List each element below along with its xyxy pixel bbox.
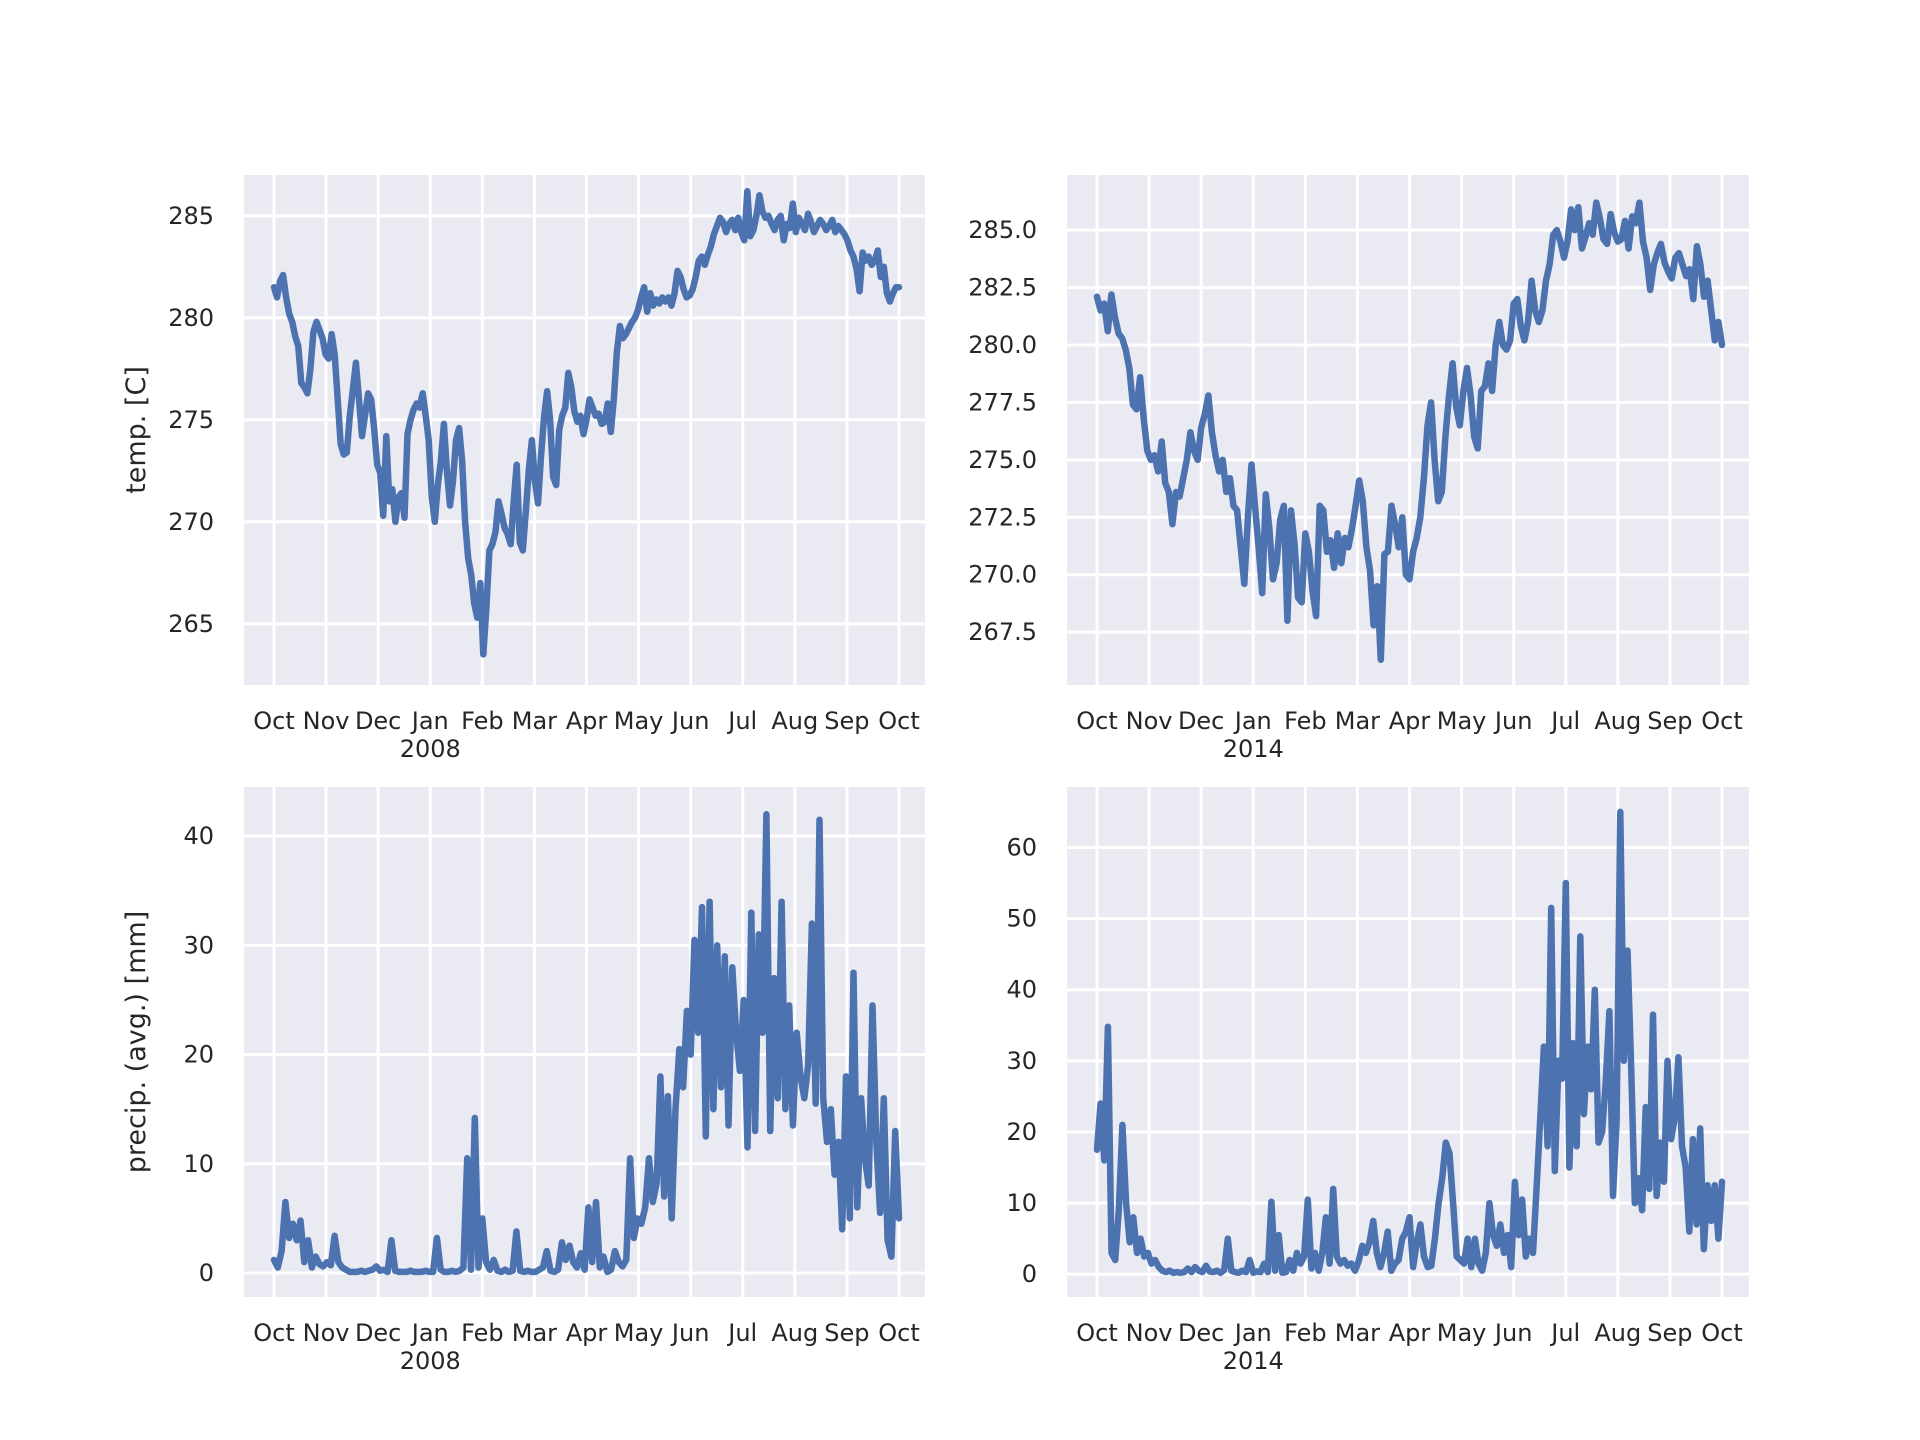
x-tick-label: Jun — [670, 1319, 710, 1347]
x-tick-label: Dec — [1178, 1319, 1224, 1347]
y-tick-label: 0 — [1022, 1260, 1037, 1288]
x-tick-label: Apr — [566, 1319, 608, 1347]
x-tick-label: Sep — [824, 1319, 869, 1347]
x-tick-label: Oct — [253, 1319, 295, 1347]
y-tick-label: 272.5 — [968, 503, 1037, 531]
y-tick-label: 40 — [1006, 976, 1037, 1004]
x-tick-label: Mar — [1335, 707, 1380, 735]
x-tick-label: Feb — [461, 707, 504, 735]
y-tick-label: 20 — [1006, 1118, 1037, 1146]
y-tick-label: 285 — [168, 202, 214, 230]
x-tick-label: Aug — [771, 707, 818, 735]
subplot-precip-2014: Oct Nov Dec Jan Feb Mar Apr May Jun Jul Aug Sep Oct 0… — [1006, 787, 1749, 1375]
y-tick-label: 270 — [168, 508, 214, 536]
y-tick-label: 0 — [199, 1259, 214, 1287]
series-line — [270, 188, 903, 658]
x-tick-label: Nov — [303, 707, 350, 735]
x-axis-label: 2008 — [400, 1347, 461, 1375]
y-tick-label: 282.5 — [968, 274, 1037, 302]
x-tick-label: Jan — [410, 1319, 449, 1347]
y-tick-label: 285.0 — [968, 216, 1037, 244]
x-tick-label: Jul — [1549, 707, 1580, 735]
y-tick-label: 60 — [1006, 833, 1037, 861]
x-tick-label: Dec — [1178, 707, 1224, 735]
x-tick-label: May — [614, 707, 664, 735]
subplot-temp-2008: Oct Nov Dec Jan Feb Mar Apr May Jun Jul Aug Sep Oct 2… — [121, 175, 925, 763]
y-tick-label: 277.5 — [968, 388, 1037, 416]
x-tick-label: Mar — [1335, 1319, 1380, 1347]
x-tick-label: Oct — [878, 707, 920, 735]
x-tick-label: Aug — [1594, 1319, 1641, 1347]
y-tick-label: 280 — [168, 304, 214, 332]
subplot-precip-2008: Oct Nov Dec Jan Feb Mar Apr May Jun Jul Aug Sep Oct 0… — [121, 787, 925, 1375]
x-tick-label: Sep — [1647, 707, 1692, 735]
x-axis-label: 2014 — [1223, 735, 1284, 763]
y-tick-label: 10 — [1006, 1189, 1037, 1217]
x-tick-label: Jan — [410, 707, 449, 735]
x-tick-label: Nov — [303, 1319, 350, 1347]
y-tick-label: 10 — [183, 1150, 214, 1178]
y-tick-label: 50 — [1006, 905, 1037, 933]
x-tick-label: Jun — [1493, 707, 1533, 735]
x-tick-label: Oct — [1076, 1319, 1118, 1347]
y-tick-label: 30 — [1006, 1047, 1037, 1075]
x-tick-label: Oct — [253, 707, 295, 735]
series-line — [270, 811, 903, 1276]
y-tick-label: 270.0 — [968, 561, 1037, 589]
x-tick-label: Aug — [1594, 707, 1641, 735]
x-tick-label: Nov — [1126, 1319, 1173, 1347]
x-tick-label: Nov — [1126, 707, 1173, 735]
y-tick-label: 20 — [183, 1041, 214, 1069]
y-tick-label: 40 — [183, 822, 214, 850]
y-tick-label: 267.5 — [968, 618, 1037, 646]
subplot-temp-2014: Oct Nov Dec Jan Feb Mar Apr May Jun Jul Aug Sep Oct 2… — [968, 175, 1749, 763]
x-tick-label: Jul — [1549, 1319, 1580, 1347]
x-tick-label: Dec — [355, 707, 401, 735]
x-tick-label: Feb — [1284, 707, 1327, 735]
x-tick-label: Apr — [1389, 1319, 1431, 1347]
x-tick-label: Oct — [1076, 707, 1118, 735]
x-tick-label: Jan — [1233, 1319, 1272, 1347]
x-tick-label: Apr — [1389, 707, 1431, 735]
x-tick-label: May — [1437, 707, 1487, 735]
y-tick-label: 275 — [168, 406, 214, 434]
y-axis-label: precip. (avg.) [mm] — [121, 911, 152, 1173]
x-tick-label: Dec — [355, 1319, 401, 1347]
x-tick-label: Feb — [1284, 1319, 1327, 1347]
y-axis-label: temp. [C] — [121, 366, 152, 494]
x-tick-label: Mar — [512, 707, 557, 735]
x-tick-label: Oct — [1701, 1319, 1743, 1347]
x-tick-label: May — [614, 1319, 664, 1347]
y-tick-label: 30 — [183, 931, 214, 959]
x-tick-label: Jul — [726, 1319, 757, 1347]
x-axis-label: 2014 — [1223, 1347, 1284, 1375]
x-tick-label: Sep — [824, 707, 869, 735]
y-tick-label: 265 — [168, 610, 214, 638]
x-axis-label: 2008 — [400, 735, 461, 763]
y-tick-label: 275.0 — [968, 446, 1037, 474]
x-tick-label: Sep — [1647, 1319, 1692, 1347]
x-tick-label: Oct — [878, 1319, 920, 1347]
x-tick-label: Jun — [1493, 1319, 1533, 1347]
x-tick-label: Jul — [726, 707, 757, 735]
x-tick-label: Oct — [1701, 707, 1743, 735]
series-line — [1093, 808, 1726, 1277]
x-tick-label: Aug — [771, 1319, 818, 1347]
y-tick-label: 280.0 — [968, 331, 1037, 359]
x-tick-label: May — [1437, 1319, 1487, 1347]
x-tick-label: Apr — [566, 707, 608, 735]
x-tick-label: Jan — [1233, 707, 1272, 735]
x-tick-label: Feb — [461, 1319, 504, 1347]
series-line — [1093, 199, 1726, 663]
x-tick-label: Jun — [670, 707, 710, 735]
x-tick-label: Mar — [512, 1319, 557, 1347]
